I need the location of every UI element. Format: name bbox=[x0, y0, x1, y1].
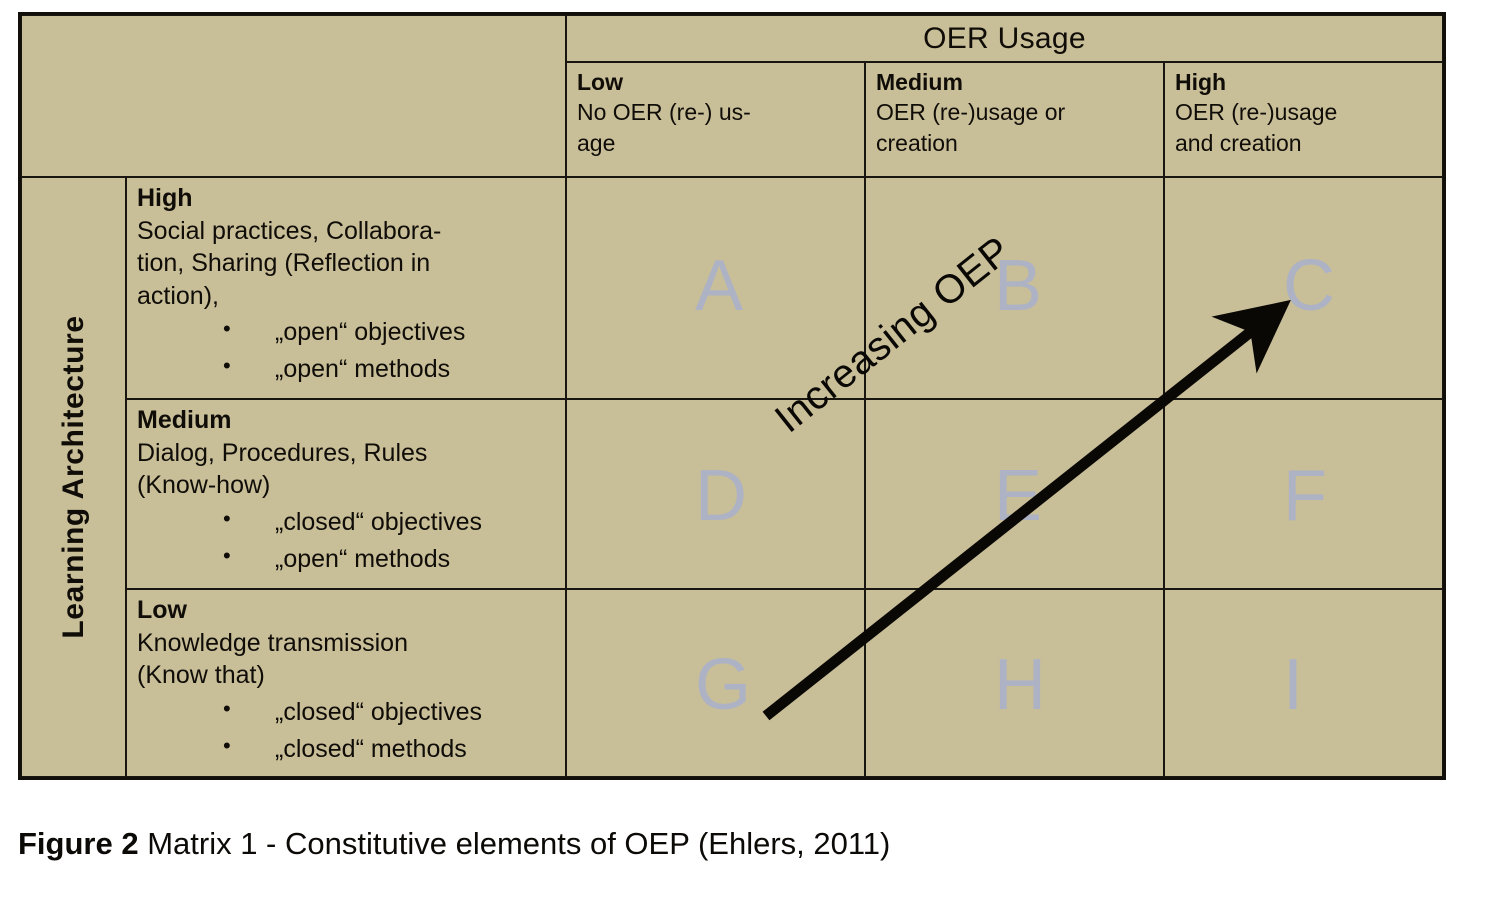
row-header-medium-level: Medium bbox=[137, 406, 232, 434]
column-header-medium-description: OER (re-)usage or creation bbox=[876, 99, 1066, 156]
matrix-cell-i-label: I bbox=[1283, 645, 1304, 725]
row-axis-title: Learning Architecture bbox=[56, 315, 90, 639]
list-item: „open“ objectives bbox=[137, 313, 559, 351]
matrix-cell-c-label: C bbox=[1283, 246, 1335, 326]
matrix-cell-e-label: E bbox=[994, 456, 1043, 536]
matrix-cell-g: G bbox=[565, 588, 866, 778]
row-header-low-body: Knowledge transmission (Know that) bbox=[137, 628, 408, 690]
table-row: Medium Dialog, Procedures, Rules (Know-h… bbox=[21, 398, 1444, 590]
row-header-high: High Social practices, Collabora- tion, … bbox=[125, 176, 567, 400]
row-header-medium: Medium Dialog, Procedures, Rules (Know-h… bbox=[125, 398, 567, 590]
list-item: „closed“ methods bbox=[137, 730, 559, 768]
table-header-row-primary: OER Usage bbox=[20, 14, 1444, 178]
oep-matrix-table: OER Usage Low No OER (re-) us- age Mediu… bbox=[18, 12, 1446, 780]
column-header-low-description: No OER (re-) us- age bbox=[577, 99, 751, 156]
list-item: „closed“ objectives bbox=[137, 693, 559, 731]
row-header-low-level: Low bbox=[137, 596, 187, 624]
matrix-cell-h-label: H bbox=[994, 645, 1046, 725]
column-header-medium: Medium OER (re-)usage or creation bbox=[864, 61, 1165, 178]
matrix-cell-d-label: D bbox=[695, 456, 747, 536]
column-axis-title: OER Usage bbox=[565, 14, 1444, 63]
table-row: Low Knowledge transmission (Know that) „… bbox=[21, 588, 1444, 778]
figure-caption-text: Matrix 1 - Constitutive elements of OEP … bbox=[138, 826, 891, 861]
row-header-medium-bullet-list: „closed“ objectives „open“ methods bbox=[137, 503, 559, 578]
row-header-high-bullet-list: „open“ objectives „open“ methods bbox=[137, 313, 559, 388]
column-header-medium-level: Medium bbox=[876, 69, 963, 95]
matrix-cell-f-label: F bbox=[1283, 456, 1327, 536]
column-header-high: High OER (re-)usage and creation bbox=[1163, 61, 1444, 178]
row-header-low-bullet-list: „closed“ objectives „closed“ methods bbox=[137, 693, 559, 768]
matrix-cell-h: H bbox=[864, 588, 1165, 778]
matrix-cell-f: F bbox=[1163, 398, 1444, 590]
matrix-cell-b: B bbox=[864, 176, 1165, 400]
matrix-cell-c: C bbox=[1163, 176, 1444, 400]
row-axis-title-cell: Learning Architecture bbox=[20, 176, 127, 778]
matrix-table-wrapper: OER Usage Low No OER (re-) us- age Mediu… bbox=[18, 12, 1446, 780]
matrix-cell-i: I bbox=[1163, 588, 1444, 778]
column-header-high-description: OER (re-)usage and creation bbox=[1175, 99, 1338, 156]
table-header-row-secondary: Low No OER (re-) us- age Medium OER (re-… bbox=[21, 61, 1444, 178]
matrix-cell-d: D bbox=[565, 398, 866, 590]
row-header-high-body: Social practices, Collabora- tion, Shari… bbox=[137, 216, 442, 310]
column-header-high-level: High bbox=[1175, 69, 1227, 95]
column-header-low: Low No OER (re-) us- age bbox=[565, 61, 866, 178]
column-header-low-level: Low bbox=[577, 69, 623, 95]
figure-caption: Figure 2 Matrix 1 - Constitutive element… bbox=[18, 826, 890, 862]
matrix-cell-b-label: B bbox=[994, 246, 1043, 326]
matrix-cell-g-label: G bbox=[695, 645, 752, 725]
row-header-low: Low Knowledge transmission (Know that) „… bbox=[125, 588, 567, 778]
matrix-cell-a: A bbox=[565, 176, 866, 400]
row-header-medium-body: Dialog, Procedures, Rules (Know-how) bbox=[137, 438, 428, 500]
matrix-cell-e: E bbox=[864, 398, 1165, 590]
list-item: „open“ methods bbox=[137, 350, 559, 388]
list-item: „closed“ objectives bbox=[137, 503, 559, 541]
list-item: „open“ methods bbox=[137, 540, 559, 578]
row-header-high-level: High bbox=[137, 184, 193, 212]
corner-blank-cell bbox=[20, 14, 567, 178]
figure-number: Figure 2 bbox=[18, 826, 139, 861]
matrix-cell-a-label: A bbox=[695, 246, 744, 326]
table-row: Learning Architecture High Social practi… bbox=[20, 176, 1444, 778]
